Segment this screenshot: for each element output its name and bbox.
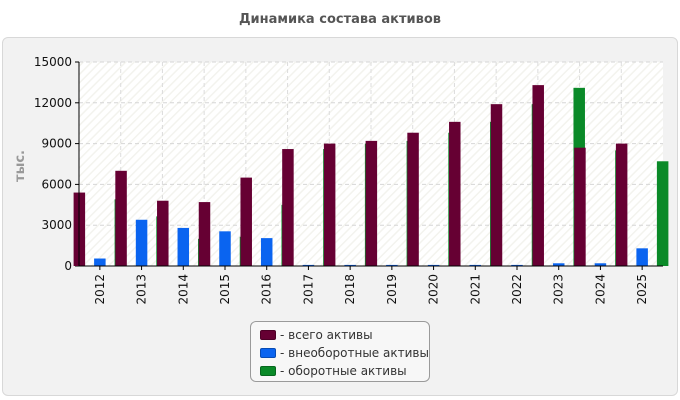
bar-noncurrent-2017	[302, 264, 315, 266]
bar-noncurrent-2018	[344, 264, 356, 266]
x-tick-label: 2013	[135, 274, 149, 305]
x-tick-label: 2018	[343, 274, 357, 305]
bar-noncurrent-2013	[135, 219, 148, 266]
x-tick-label: 2015	[218, 274, 232, 305]
legend-label-total: - всего активы	[280, 328, 373, 342]
bar-total-2024	[574, 147, 586, 266]
bar-noncurrent-2024	[594, 263, 607, 266]
bar-total-2025	[615, 143, 628, 266]
x-tick-label: 2019	[385, 274, 399, 305]
x-tick-label: 2025	[635, 274, 649, 305]
legend-item-current: - оборотные активы	[260, 362, 429, 380]
bar-total-2014	[157, 200, 169, 266]
x-tick-label: 2014	[176, 274, 190, 305]
bar-noncurrent-2019	[386, 264, 398, 266]
y-axis-label: тыс.	[13, 150, 28, 182]
bar-total-2017	[282, 149, 294, 266]
bar-noncurrent-2023	[552, 263, 565, 266]
bar-noncurrent-2021	[469, 264, 482, 266]
y-tick-label: 3000	[41, 218, 72, 232]
x-tick-label: 2021	[468, 274, 482, 305]
bar-total-2022	[490, 104, 503, 266]
bar-total-2019	[365, 140, 378, 266]
legend-swatch-noncurrent	[260, 348, 276, 358]
legend-item-noncurrent: - внеоборотные активы	[260, 344, 429, 362]
y-tick-label: 9000	[41, 137, 72, 151]
bar-total-2020	[407, 132, 419, 266]
bar-total-2013	[115, 170, 127, 266]
legend-swatch-current	[260, 366, 276, 376]
bar-noncurrent-2012	[94, 258, 106, 266]
chart-title: Динамика состава активов	[238, 12, 442, 27]
chart-legend: - всего активы - внеоборотные активы - о…	[250, 321, 430, 382]
legend-item-total: - всего активы	[260, 326, 429, 344]
bar-current-2025	[656, 161, 669, 266]
y-tick-label: 15000	[34, 55, 72, 69]
x-tick-label: 2020	[427, 274, 441, 305]
bar-noncurrent-2025	[636, 248, 648, 266]
x-tick-label: 2024	[593, 274, 607, 305]
legend-label-current: - оборотные активы	[280, 364, 407, 378]
bar-total-2016	[240, 177, 252, 266]
bar-noncurrent-2020	[427, 264, 440, 266]
x-tick-label: 2017	[301, 274, 315, 305]
legend-label-noncurrent: - внеоборотные активы	[280, 346, 429, 360]
x-tick-label: 2022	[510, 274, 524, 305]
x-tick-label: 2012	[93, 274, 107, 305]
bar-noncurrent-2022	[511, 264, 523, 266]
bar-noncurrent-2014	[177, 227, 190, 266]
bar-noncurrent-2015	[219, 231, 231, 266]
y-tick-label: 12000	[34, 96, 72, 110]
x-tick-label: 2023	[552, 274, 566, 305]
bar-total-2015	[198, 202, 211, 266]
y-tick-label: 6000	[41, 177, 72, 191]
bar-total-2018	[323, 143, 336, 266]
bar-total-2023	[532, 85, 544, 267]
bar-total-2021	[449, 121, 461, 266]
y-tick-label: 0	[64, 259, 72, 273]
legend-swatch-total	[260, 330, 276, 340]
x-tick-label: 2016	[260, 274, 274, 305]
bar-noncurrent-2016	[260, 238, 273, 266]
